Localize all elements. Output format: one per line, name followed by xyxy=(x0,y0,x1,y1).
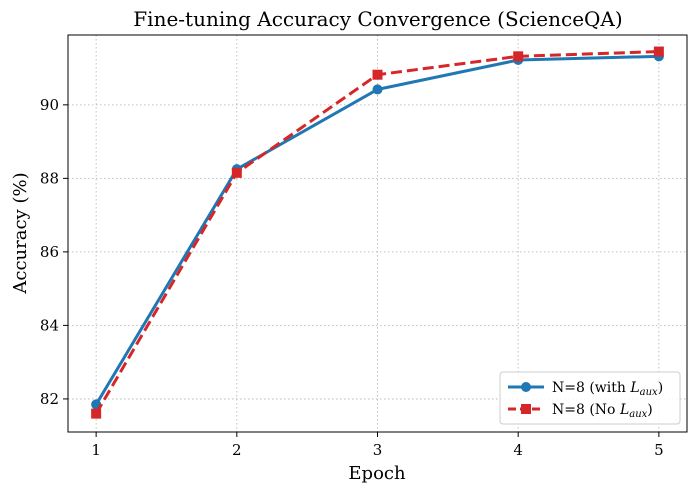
data-point-square xyxy=(653,46,664,57)
legend-entry-label: N=8 (No Laux) xyxy=(552,402,653,420)
y-tick-label: 90 xyxy=(40,96,59,114)
data-point-square xyxy=(372,69,383,80)
legend-box xyxy=(499,371,681,425)
legend-entry-label: N=8 (with Laux) xyxy=(552,380,663,398)
x-tick-label: 1 xyxy=(91,441,101,459)
legend-label-subscript: aux xyxy=(629,409,647,420)
data-point-circle xyxy=(372,84,383,95)
legend-label-main: N=8 (No xyxy=(552,402,620,418)
legend-label-end: ) xyxy=(658,380,663,396)
y-axis-label: Accuracy (%) xyxy=(10,172,31,294)
x-axis-label: Epoch xyxy=(348,463,406,484)
legend-marker-circle xyxy=(521,382,531,392)
y-tick-label: 88 xyxy=(40,169,59,187)
legend-label-symbol: L xyxy=(619,402,629,418)
legend-label-symbol: L xyxy=(629,380,639,396)
data-point-square xyxy=(91,408,102,419)
legend-marker-square xyxy=(521,404,531,414)
grid xyxy=(68,35,687,432)
legend-label-main: N=8 (with xyxy=(552,380,630,396)
y-tick-label: 84 xyxy=(40,316,59,334)
x-tick-label: 4 xyxy=(513,441,523,459)
series-2 xyxy=(91,46,664,419)
tick-layer: 1 2 3 4 5 82 84 86 88 90 xyxy=(40,96,664,459)
series-layer xyxy=(91,46,664,419)
x-tick-label: 2 xyxy=(232,441,242,459)
data-point-square xyxy=(231,167,242,178)
x-tick-label: 3 xyxy=(373,441,383,459)
data-point-square xyxy=(513,51,524,62)
y-tick-label: 86 xyxy=(40,243,59,261)
legend: N=8 (with Laux)N=8 (No Laux) xyxy=(499,371,681,425)
legend-label-subscript: aux xyxy=(640,387,658,398)
chart-title: Fine-tuning Accuracy Convergence (Scienc… xyxy=(133,7,622,31)
x-tick-label: 5 xyxy=(654,441,664,459)
y-tick-label: 82 xyxy=(40,390,59,408)
legend-label-end: ) xyxy=(647,402,652,418)
